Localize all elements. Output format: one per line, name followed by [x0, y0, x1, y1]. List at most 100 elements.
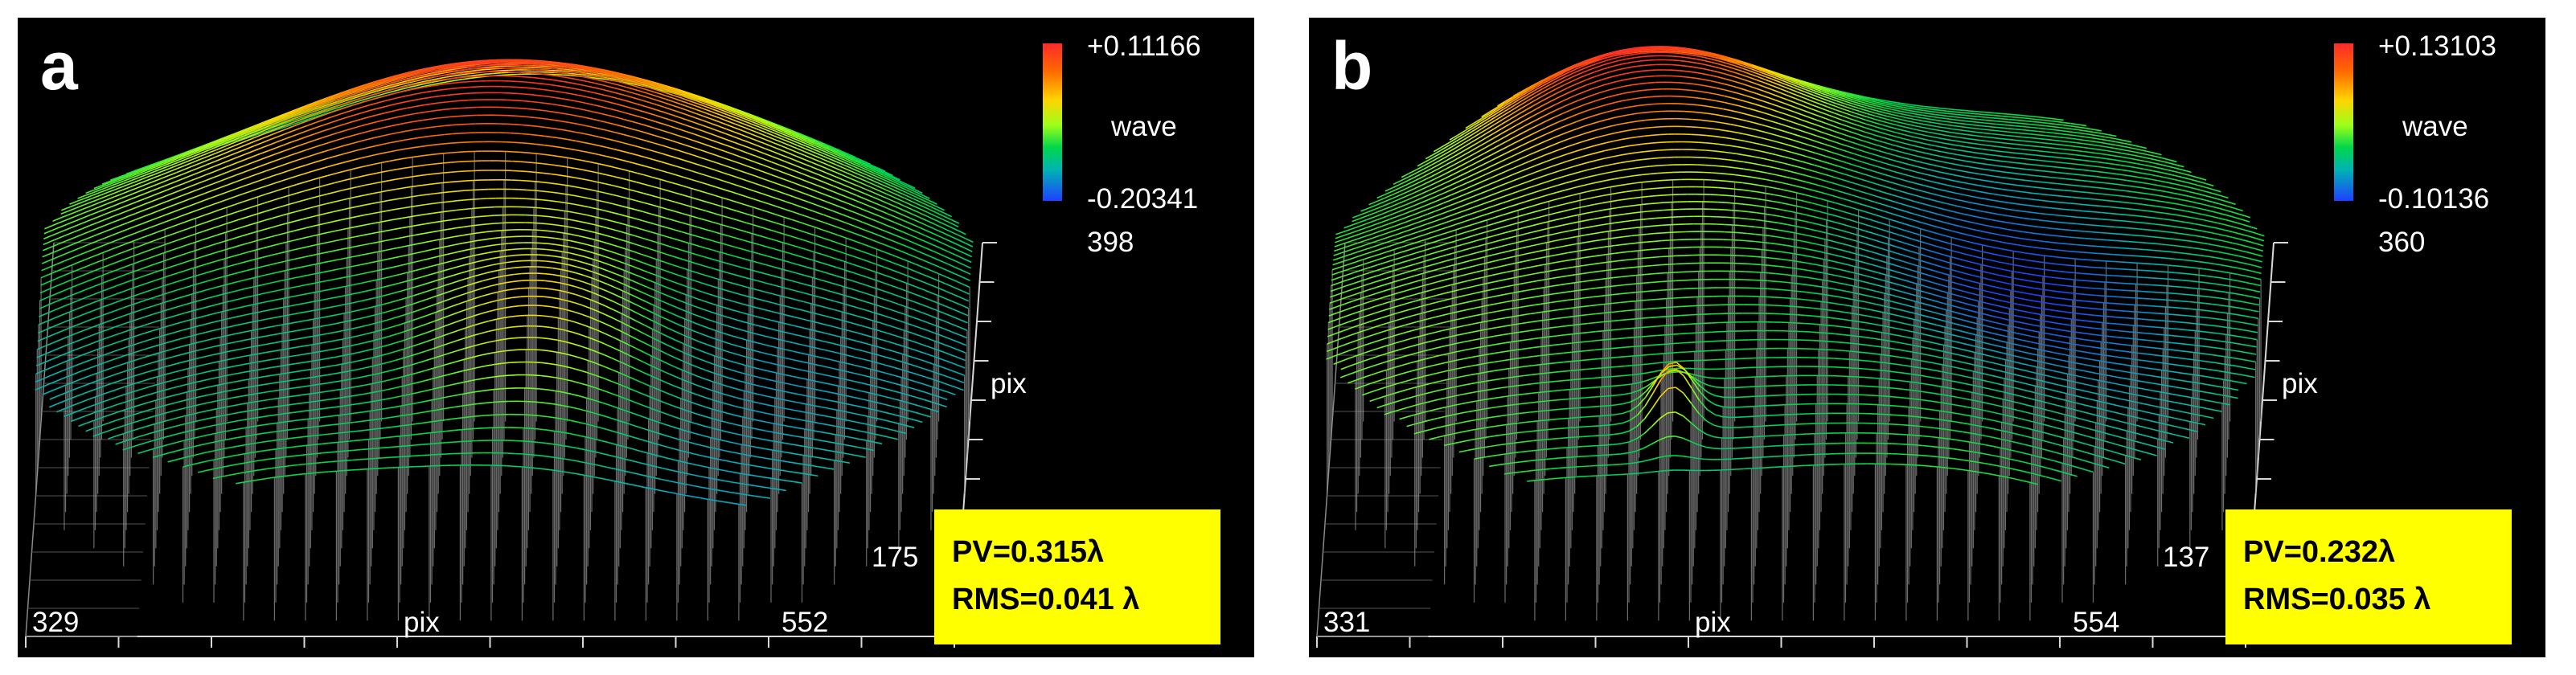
- surface-segment: [788, 158, 796, 161]
- surface-segment: [580, 214, 589, 215]
- surface-segment: [632, 273, 640, 276]
- surface-segment: [175, 184, 183, 187]
- surface-segment: [289, 194, 297, 196]
- surface-segment: [702, 143, 710, 145]
- surface-segment: [396, 198, 404, 200]
- surface-segment: [575, 159, 583, 161]
- surface-segment: [896, 202, 904, 206]
- surface-segment: [222, 160, 230, 163]
- surface-segment: [619, 85, 627, 88]
- surface-segment: [328, 165, 336, 167]
- surface-segment: [337, 138, 345, 141]
- surface-segment: [241, 225, 249, 227]
- surface-segment: [527, 66, 535, 67]
- surface-segment: [879, 216, 887, 219]
- surface-segment: [408, 100, 416, 101]
- surface-segment: [617, 254, 626, 256]
- surface-segment: [332, 240, 340, 242]
- surface-segment: [313, 161, 321, 163]
- surface-segment: [736, 238, 744, 240]
- surface-segment: [321, 150, 329, 153]
- surface-segment: [885, 245, 893, 248]
- surface-segment: [736, 248, 744, 250]
- surface-segment: [719, 122, 727, 125]
- surface-segment: [113, 208, 121, 211]
- surface-segment: [772, 162, 780, 166]
- surface-segment: [240, 234, 248, 236]
- surface-segment: [581, 188, 589, 190]
- surface-segment: [556, 218, 564, 219]
- surface-segment: [926, 354, 934, 356]
- surface-segment: [236, 324, 244, 325]
- surface-segment: [579, 96, 587, 97]
- surface-segment: [64, 272, 72, 276]
- surface-segment: [744, 231, 752, 234]
- surface-segment: [587, 86, 595, 88]
- surface-segment: [759, 129, 767, 133]
- surface-segment: [671, 273, 679, 276]
- surface-segment: [193, 275, 201, 277]
- surface-segment: [750, 130, 758, 133]
- surface-segment: [396, 168, 404, 170]
- surface-segment: [724, 166, 732, 168]
- surface-segment: [863, 210, 872, 213]
- surface-segment: [824, 208, 832, 211]
- surface-segment: [280, 205, 288, 207]
- surface-segment: [500, 256, 508, 257]
- surface-segment: [160, 190, 168, 193]
- surface-segment: [430, 110, 438, 111]
- surface-segment: [648, 264, 656, 267]
- surface-segment: [728, 236, 736, 239]
- surface-segment: [648, 113, 656, 116]
- surface-segment: [244, 176, 252, 179]
- surface-segment: [184, 303, 192, 305]
- surface-segment: [334, 190, 343, 192]
- surface-segment: [371, 223, 379, 224]
- surface-segment: [137, 185, 146, 188]
- surface-segment: [794, 177, 802, 180]
- surface-segment: [187, 251, 195, 253]
- surface-segment: [850, 182, 858, 186]
- surface-segment: [571, 94, 579, 96]
- surface-segment: [142, 235, 150, 239]
- surface-segment: [572, 83, 580, 84]
- surface-segment: [804, 293, 812, 296]
- surface-segment: [384, 126, 392, 128]
- surface-segment: [370, 103, 378, 105]
- surface-segment: [463, 78, 471, 79]
- surface-segment: [228, 197, 236, 199]
- surface-segment: [419, 194, 427, 195]
- surface-segment: [415, 277, 423, 280]
- surface-segment: [756, 317, 764, 319]
- surface-segment: [883, 291, 891, 293]
- surface-segment: [613, 186, 621, 187]
- surface-segment: [684, 178, 692, 180]
- surface-segment: [532, 83, 540, 84]
- surface-segment: [459, 152, 467, 153]
- surface-segment: [339, 248, 347, 250]
- surface-segment: [162, 284, 170, 286]
- surface-segment: [400, 255, 408, 256]
- surface-segment: [922, 289, 930, 292]
- surface-segment: [747, 174, 755, 176]
- surface-segment: [324, 252, 332, 253]
- surface-segment: [789, 153, 797, 156]
- surface-segment: [447, 236, 455, 238]
- surface-segment: [352, 301, 360, 303]
- surface-segment: [913, 202, 921, 205]
- surface-segment: [817, 348, 825, 350]
- surface-segment: [68, 208, 76, 211]
- surface-segment: [555, 104, 563, 106]
- surface-segment: [602, 235, 610, 237]
- surface-segment: [457, 67, 465, 68]
- surface-segment: [315, 120, 323, 122]
- surface-segment: [711, 268, 719, 270]
- surface-segment: [58, 385, 66, 388]
- surface-segment: [957, 373, 965, 376]
- surface-segment: [532, 88, 540, 89]
- surface-segment: [384, 112, 392, 113]
- surface-segment: [679, 276, 687, 278]
- surface-segment: [112, 366, 120, 368]
- surface-segment: [610, 92, 618, 94]
- surface-segment: [403, 197, 411, 198]
